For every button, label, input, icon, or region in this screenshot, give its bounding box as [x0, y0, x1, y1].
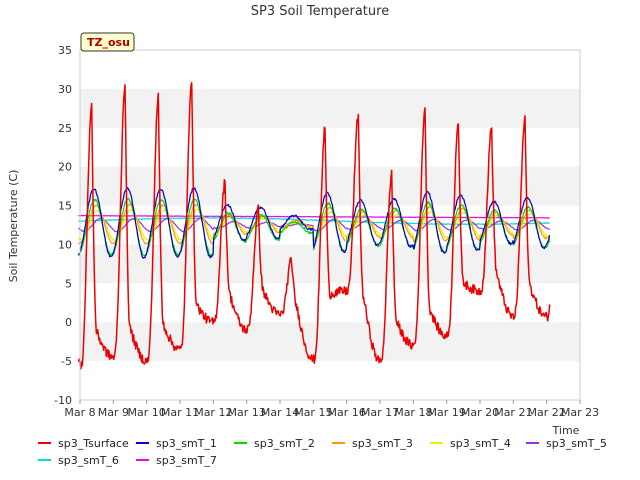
legend-label: sp3_Tsurface — [58, 437, 129, 450]
y-tick-label: 30 — [58, 83, 72, 96]
y-tick-label: 20 — [58, 161, 72, 174]
series-lines — [77, 82, 551, 370]
x-tick-label: Mar 14 — [261, 406, 299, 419]
x-tick-label: Mar 22 — [528, 406, 566, 419]
y-tick-label: -5 — [61, 355, 72, 368]
x-tick-label: Mar 13 — [228, 406, 266, 419]
legend-label: sp3_smT_5 — [546, 437, 607, 450]
x-tick-label: Mar 8 — [64, 406, 95, 419]
legend-label: sp3_smT_2 — [254, 437, 315, 450]
legend-entry-sp3-smT-7: sp3_smT_7 — [136, 454, 217, 467]
x-axis-title: Time — [552, 424, 580, 437]
x-tick-label: Mar 19 — [428, 406, 466, 419]
tz-badge-box — [80, 32, 135, 52]
legend-entry-sp3-smT-3: sp3_smT_3 — [332, 437, 413, 450]
x-tick-label: Mar 20 — [461, 406, 499, 419]
y-tick-label: 0 — [65, 316, 72, 329]
legend: sp3_Tsurface sp3_smT_1 sp3_smT_2 sp3_smT_3 s… — [38, 437, 607, 467]
y-axis-ticks: -10 -5 0 5 10 15 20 25 30 35 — [54, 44, 72, 407]
x-tick-label: Mar 21 — [494, 406, 532, 419]
grid-band — [80, 166, 580, 206]
legend-entry-sp3-smT-2: sp3_smT_2 — [234, 437, 315, 450]
tz-badge-text: TZ_osu — [87, 36, 130, 49]
legend-label: sp3_smT_1 — [156, 437, 217, 450]
legend-entry-sp3-smT-6: sp3_smT_6 — [38, 454, 119, 467]
x-tick-label: Mar 10 — [128, 406, 166, 419]
x-tick-label: Mar 23 — [561, 406, 599, 419]
series-line-sp3-smT-1 — [77, 186, 551, 259]
legend-entry-sp3-smT-5: sp3_smT_5 — [526, 437, 607, 450]
y-tick-label: -10 — [54, 394, 72, 407]
legend-entry-sp3-Tsurface: sp3_Tsurface — [38, 437, 129, 450]
x-tick-label: Mar 12 — [194, 406, 232, 419]
legend-label: sp3_smT_4 — [450, 437, 511, 450]
x-tick-label: Mar 11 — [161, 406, 199, 419]
y-axis-title: Soil Temperature (C) — [7, 170, 20, 283]
legend-entry-sp3-smT-1: sp3_smT_1 — [136, 437, 217, 450]
legend-label: sp3_smT_6 — [58, 454, 119, 467]
x-tick-label: Mar 9 — [98, 406, 129, 419]
grid-band — [80, 244, 580, 284]
x-tick-label: Mar 15 — [294, 406, 332, 419]
y-tick-label: 35 — [58, 44, 72, 57]
tz-badge: TZ_osu — [80, 32, 135, 52]
y-tick-label: 15 — [58, 200, 72, 213]
legend-label: sp3_smT_7 — [156, 454, 217, 467]
series-line-sp3-Tsurface — [77, 82, 551, 370]
x-tick-label: Mar 17 — [361, 406, 399, 419]
grid-band — [80, 88, 580, 128]
x-tick-label: Mar 16 — [328, 406, 366, 419]
legend-label: sp3_smT_3 — [352, 437, 413, 450]
legend-entry-sp3-smT-4: sp3_smT_4 — [430, 437, 511, 450]
plot-frame — [79, 49, 581, 401]
x-tick-label: Mar 18 — [394, 406, 432, 419]
chart-title: SP3 Soil Temperature — [251, 4, 389, 19]
y-tick-label: 10 — [58, 238, 72, 251]
grid-bands — [80, 88, 580, 362]
y-tick-label: 25 — [58, 122, 72, 135]
grid-band — [80, 322, 580, 362]
y-tick-label: 5 — [65, 277, 72, 290]
